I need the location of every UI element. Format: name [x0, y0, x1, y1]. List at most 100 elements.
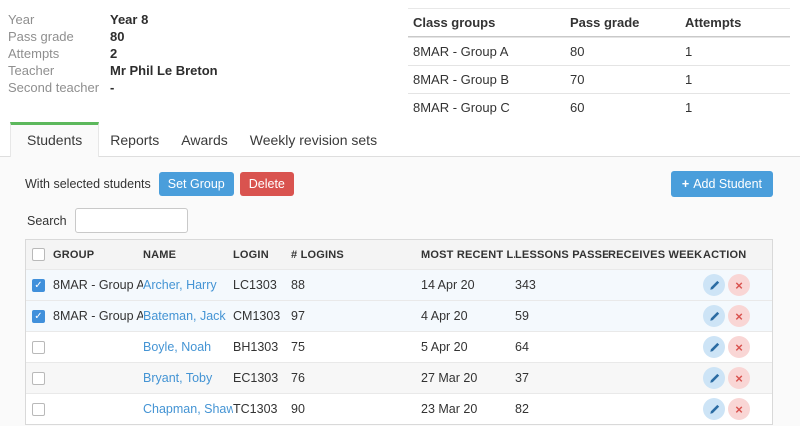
student-lessons-passed: 82 [515, 402, 529, 416]
tab-awards[interactable]: Awards [181, 132, 228, 148]
student-num-logins: 75 [291, 340, 305, 354]
info-label: Second teacher [8, 80, 100, 95]
student-row: Boyle, Noah BH1303 75 5 Apr 20 64 × [26, 331, 772, 362]
row-checkbox[interactable]: ✓ [32, 278, 45, 292]
student-lessons-passed: 343 [515, 278, 536, 292]
student-row: Bryant, Toby EC1303 76 27 Mar 20 37 × [26, 362, 772, 393]
student-name-link[interactable]: Bryant, Toby [143, 371, 213, 385]
class-group-pass-grade: 80 [570, 44, 585, 59]
pencil-icon[interactable] [703, 336, 725, 358]
student-row: ✓ 8MAR - Group A Bateman, Jack CM1303 97… [26, 300, 772, 331]
info-value: 2 [110, 46, 118, 61]
student-group: 8MAR - Group A [53, 278, 143, 292]
class-group-row: 8MAR - Group B 70 1 [408, 65, 790, 93]
student-most-recent: 23 Mar 20 [421, 402, 478, 416]
row-checkbox[interactable]: ✓ [32, 309, 45, 323]
class-group-name: 8MAR - Group C [413, 100, 510, 115]
info-label: Pass grade [8, 29, 74, 44]
col-header-action: ACTION [703, 248, 747, 261]
x-icon[interactable]: × [728, 305, 750, 327]
student-login: EC1303 [233, 371, 279, 385]
student-num-logins: 90 [291, 402, 305, 416]
student-num-logins: 76 [291, 371, 305, 385]
x-icon[interactable]: × [728, 398, 750, 420]
select-all-checkbox[interactable] [32, 248, 45, 261]
x-icon[interactable]: × [728, 274, 750, 296]
row-checkbox[interactable] [32, 371, 45, 385]
student-most-recent: 4 Apr 20 [421, 309, 468, 323]
tab-weekly-revision-sets[interactable]: Weekly revision sets [249, 132, 378, 148]
class-group-pass-grade: 60 [570, 100, 585, 115]
class-group-attempts: 1 [685, 44, 693, 59]
plus-icon: + [681, 177, 690, 191]
student-most-recent: 14 Apr 20 [421, 278, 475, 292]
set-group-button[interactable]: Set Group [158, 172, 234, 196]
student-row: ✓ 8MAR - Group A Archer, Harry LC1303 88… [26, 269, 772, 300]
add-student-label: Add Student [693, 177, 762, 191]
class-group-row: 8MAR - Group A 80 1 [408, 37, 790, 65]
student-name-link[interactable]: Bateman, Jack [143, 309, 226, 323]
info-row-second-teacher: Second teacher - [8, 79, 218, 96]
delete-button[interactable]: Delete [239, 172, 294, 196]
pencil-icon[interactable] [703, 398, 725, 420]
student-name-link[interactable]: Chapman, Shawn [143, 402, 233, 416]
search-input[interactable] [74, 208, 188, 233]
x-icon[interactable]: × [728, 336, 750, 358]
class-groups-header-pass-grade: Pass grade [570, 15, 640, 30]
pencil-icon[interactable] [703, 367, 725, 389]
student-lessons-passed: 59 [515, 309, 529, 323]
add-student-button[interactable]: + Add Student [670, 171, 773, 197]
info-label: Attempts [8, 46, 60, 61]
student-login: BH1303 [233, 340, 279, 354]
students-table: GROUP NAME LOGIN # LOGINS MOST RECENT L.… [25, 239, 773, 425]
student-most-recent: 5 Apr 20 [421, 340, 468, 354]
students-table-header-row: GROUP NAME LOGIN # LOGINS MOST RECENT L.… [26, 240, 772, 269]
row-checkbox[interactable] [32, 402, 45, 416]
class-group-name: 8MAR - Group B [413, 72, 510, 87]
class-groups-header-name: Class groups [413, 15, 496, 30]
tab-bar: Students Reports Awards Weekly revision … [0, 122, 800, 158]
class-group-name: 8MAR - Group A [413, 44, 509, 59]
col-header-receives-weekly: RECEIVES WEEKL... [608, 248, 703, 261]
info-row-teacher: Teacher Mr Phil Le Breton [8, 62, 218, 79]
class-group-row: 8MAR - Group C 60 1 [408, 93, 790, 121]
info-row-pass-grade: Pass grade 80 [8, 28, 218, 45]
student-name-link[interactable]: Boyle, Noah [143, 340, 212, 354]
student-lessons-passed: 64 [515, 340, 529, 354]
tab-reports[interactable]: Reports [110, 132, 160, 148]
student-most-recent: 27 Mar 20 [421, 371, 478, 385]
info-label: Year [8, 12, 35, 27]
student-num-logins: 88 [291, 278, 305, 292]
class-groups-table: Class groups Pass grade Attempts 8MAR - … [408, 8, 790, 121]
info-value: Year 8 [110, 12, 149, 27]
student-login: LC1303 [233, 278, 277, 292]
class-group-pass-grade: 70 [570, 72, 585, 87]
pencil-icon[interactable] [703, 305, 725, 327]
col-header-most-recent: MOST RECENT L... [421, 248, 515, 261]
class-group-attempts: 1 [685, 72, 693, 87]
info-row-year: Year Year 8 [8, 11, 218, 28]
student-login: CM1303 [233, 309, 281, 323]
pencil-icon[interactable] [703, 274, 725, 296]
col-header-name: NAME [143, 248, 177, 261]
col-header-group: GROUP [53, 248, 95, 261]
col-header-login: LOGIN [233, 248, 269, 261]
class-groups-header-row: Class groups Pass grade Attempts [408, 9, 790, 37]
students-tab-panel: With selected students Set Group Delete … [0, 157, 800, 426]
info-row-attempts: Attempts 2 [8, 45, 218, 62]
student-login: TC1303 [233, 402, 278, 416]
student-name-link[interactable]: Archer, Harry [143, 278, 217, 292]
search-label: Search [27, 213, 67, 228]
class-groups-header-attempts: Attempts [685, 15, 742, 30]
row-checkbox[interactable] [32, 340, 45, 354]
student-lessons-passed: 37 [515, 371, 529, 385]
info-value: 80 [110, 29, 125, 44]
tab-students[interactable]: Students [10, 122, 100, 158]
student-row: Chapman, Shawn TC1303 90 23 Mar 20 82 × [26, 393, 772, 424]
student-num-logins: 97 [291, 309, 305, 323]
class-group-attempts: 1 [685, 100, 693, 115]
col-header-num-logins: # LOGINS [291, 248, 344, 261]
x-icon[interactable]: × [728, 367, 750, 389]
info-value: - [110, 80, 115, 95]
info-label: Teacher [8, 63, 55, 78]
